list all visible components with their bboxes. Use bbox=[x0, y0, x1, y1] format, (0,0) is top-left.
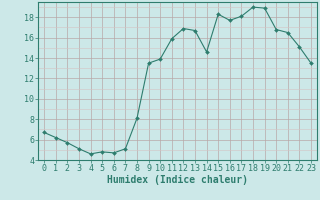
X-axis label: Humidex (Indice chaleur): Humidex (Indice chaleur) bbox=[107, 175, 248, 185]
